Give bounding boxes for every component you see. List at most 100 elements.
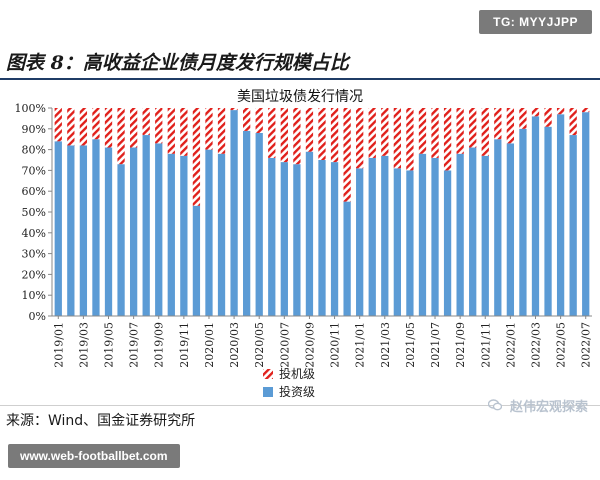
bar-speculative-grade [243, 108, 251, 131]
bar-speculative-grade [293, 108, 301, 165]
x-tick-label: 2022/07 [580, 322, 593, 368]
x-tick-label: 2019/05 [103, 322, 116, 368]
chart-svg: 0% 10% 20% 30% 40% 50% 60% 70% 80% 90% 100% 2019/0… [15, 102, 593, 399]
bar-speculative-grade [180, 108, 188, 156]
bar-investment-grade [368, 157, 376, 316]
x-tick-label: 2021/03 [379, 322, 392, 368]
x-tick-label: 2020/05 [253, 322, 266, 368]
bar-investment-grade [469, 147, 477, 316]
bar-investment-grade [243, 130, 251, 316]
bar-speculative-grade [582, 108, 590, 113]
bar-speculative-grade [167, 108, 175, 154]
x-tick-label: 2020/01 [203, 322, 216, 368]
y-tick-label: 30% [22, 248, 46, 261]
bar-speculative-grade [494, 108, 502, 140]
x-tick-label: 2022/03 [529, 322, 542, 368]
x-tick-label: 2020/11 [329, 322, 342, 368]
bar-speculative-grade [431, 108, 439, 158]
bar-investment-grade [205, 149, 213, 316]
x-tick-label: 2019/11 [178, 322, 191, 368]
bar-investment-grade [343, 201, 351, 316]
bar-speculative-grade [155, 108, 163, 144]
bottom-divider [0, 405, 600, 406]
bar-speculative-grade [469, 108, 477, 148]
y-tick-label: 10% [22, 289, 46, 302]
bar-investment-grade [180, 155, 188, 316]
y-tick-label: 100% [15, 102, 46, 115]
source-note: 来源：Wind、国金证券研究所 [6, 413, 196, 429]
bar-investment-grade [280, 162, 288, 316]
bar-investment-grade [67, 145, 75, 316]
bar-speculative-grade [506, 108, 515, 144]
bar-speculative-grade [343, 108, 351, 202]
title-divider [0, 78, 600, 80]
bar-investment-grade [431, 157, 439, 316]
bar-investment-grade [481, 155, 489, 316]
watermark-badge: TG: MYYJJPP [479, 10, 592, 34]
legend-label-speculative: 投机级 [279, 366, 315, 381]
bar-investment-grade [506, 143, 515, 316]
bar-speculative-grade [368, 108, 376, 158]
x-tick-label: 2020/03 [228, 322, 241, 368]
bar-speculative-grade [67, 108, 75, 146]
bar-investment-grade [293, 164, 301, 316]
bar-investment-grade [456, 153, 464, 316]
chart-title: 美国垃圾债发行情况 [237, 89, 363, 105]
bar-speculative-grade [356, 108, 364, 169]
bar-investment-grade [155, 143, 163, 316]
x-tick-label: 2021/05 [404, 322, 417, 368]
bar-speculative-grade [406, 108, 414, 171]
bar-speculative-grade [531, 108, 540, 117]
bar-speculative-grade [205, 108, 213, 150]
x-tick-label: 2022/01 [504, 322, 517, 368]
bar-investment-grade [494, 139, 502, 316]
bar-investment-grade [230, 110, 238, 316]
bar-investment-grade [129, 147, 138, 316]
x-tick-label: 2020/07 [278, 322, 291, 368]
bar-investment-grade [569, 135, 577, 316]
brand-mark: 赵伟宏观探索 [488, 396, 588, 415]
y-tick-label: 70% [22, 164, 46, 177]
bar-speculative-grade [255, 108, 263, 133]
bar-speculative-grade [418, 108, 427, 154]
bar-speculative-grade [443, 108, 452, 171]
bar-speculative-grade [330, 108, 339, 163]
bar-speculative-grade [305, 108, 314, 152]
bar-speculative-grade [54, 108, 62, 142]
bar-speculative-grade [268, 108, 276, 158]
bar-investment-grade [556, 114, 565, 317]
bar-investment-grade [406, 170, 414, 316]
bar-speculative-grade [117, 108, 125, 165]
bar-investment-grade [192, 205, 201, 316]
figure-title: 图表 8：高收益企业债月度发行规模占比 [6, 52, 349, 74]
bar-speculative-grade [393, 108, 401, 169]
y-axis: 0% 10% 20% 30% 40% 50% 60% 70% 80% 90% 100% [15, 102, 53, 323]
bar-speculative-grade [318, 108, 326, 160]
bar-investment-grade [318, 160, 326, 316]
bar-investment-grade [330, 162, 339, 316]
bar-speculative-grade [280, 108, 288, 163]
bar-speculative-grade [217, 108, 226, 154]
x-tick-label: 2019/09 [153, 322, 166, 368]
brand-label: 赵伟宏观探索 [509, 400, 588, 415]
y-tick-label: 50% [22, 206, 46, 219]
bar-investment-grade [92, 139, 100, 316]
y-tick-label: 90% [22, 123, 46, 136]
legend-swatch-speculative [263, 369, 273, 379]
bar-speculative-grade [381, 108, 389, 156]
bar-speculative-grade [129, 108, 138, 148]
bar-investment-grade [142, 135, 150, 316]
x-tick-label: 2020/09 [303, 322, 316, 368]
bar-investment-grade [305, 151, 314, 316]
bar-investment-grade [531, 116, 540, 316]
x-tick-label: 2021/09 [454, 322, 467, 368]
x-axis: 2019/01 2019/03 2019/05 2019/07 2019/09 2019/… [52, 315, 593, 368]
bar-investment-grade [381, 155, 389, 316]
bar-investment-grade [167, 153, 175, 316]
x-tick-label: 2019/03 [77, 322, 90, 368]
bar-speculative-grade [104, 108, 113, 148]
bars [54, 108, 590, 317]
bar-investment-grade [79, 145, 88, 316]
x-tick-label: 2021/01 [354, 322, 367, 368]
bar-investment-grade [268, 157, 276, 316]
